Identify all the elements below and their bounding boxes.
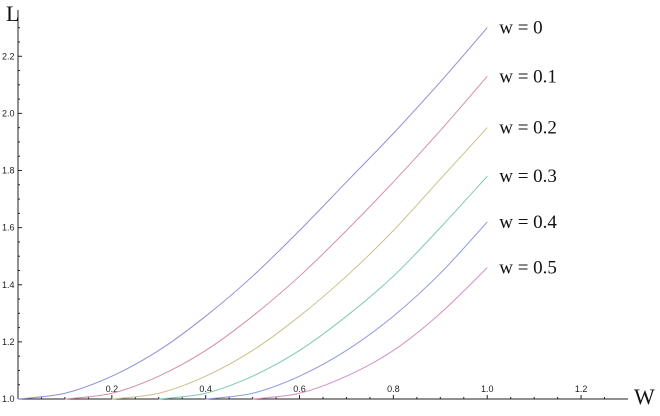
x-tick-label: 0.8 [387, 384, 400, 394]
series-line-4 [205, 221, 488, 400]
y-axis-title: L [6, 1, 19, 26]
y-tick-label: 1.6 [2, 223, 15, 233]
x-tick-label: 0.4 [199, 384, 212, 394]
series-label-1: w = 0.1 [499, 66, 557, 87]
y-tick-label: 1.4 [2, 280, 15, 290]
y-tick-label: 1.2 [2, 337, 15, 347]
axes: 0.2 0.4 0.6 0.8 1.0 1.2 1.0 1.2 1.4 1.6 1.8 2.0 2.2 [2, 10, 628, 404]
series-line-5 [252, 267, 488, 400]
series-line-0 [17, 27, 488, 400]
series-group [17, 27, 488, 400]
y-tick-label: 2.2 [2, 51, 15, 61]
series-labels: w = 0 w = 0.1 w = 0.2 w = 0.3 w = 0.4 w = 0.5 [499, 18, 557, 279]
x-tick-label: 1.0 [481, 384, 494, 394]
x-axis-title: W [634, 384, 655, 409]
x-tick-label: 0.6 [293, 384, 306, 394]
series-label-0: w = 0 [499, 18, 542, 39]
series-line-3 [158, 175, 488, 400]
series-label-3: w = 0.3 [499, 166, 557, 187]
x-tick-label: 1.2 [575, 384, 588, 394]
y-ticks: 1.0 1.2 1.4 1.6 1.8 2.0 2.2 [2, 27, 22, 404]
x-tick-label: 0.2 [106, 384, 119, 394]
series-line-1 [64, 75, 488, 400]
series-label-5: w = 0.5 [499, 258, 557, 279]
series-line-2 [111, 127, 488, 400]
y-tick-label: 2.0 [2, 108, 15, 118]
series-label-2: w = 0.2 [499, 118, 557, 139]
series-label-4: w = 0.4 [499, 212, 557, 233]
y-tick-label: 1.0 [2, 394, 15, 404]
y-tick-label: 1.8 [2, 166, 15, 176]
